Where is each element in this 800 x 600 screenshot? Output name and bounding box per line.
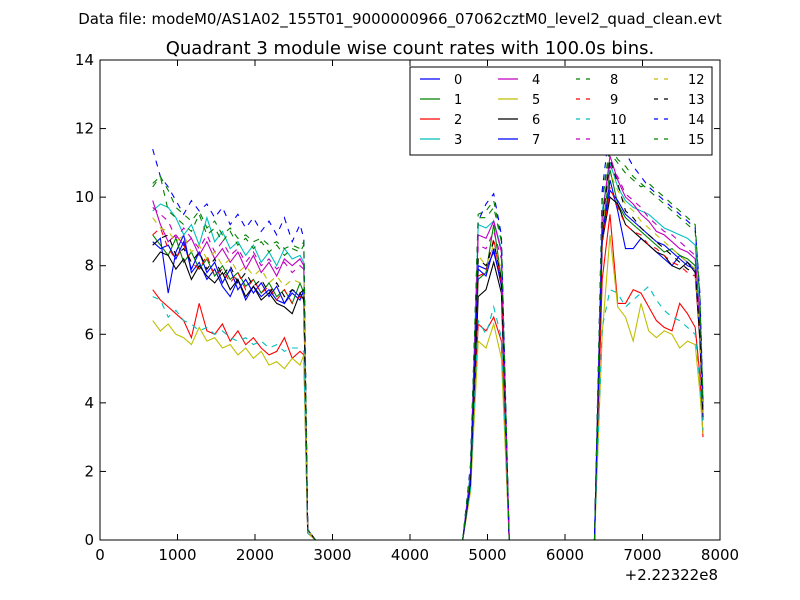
y-tick-label: 0: [84, 531, 94, 549]
series-layer: [152, 124, 704, 540]
x-offset-label: +2.22322e8: [625, 566, 718, 584]
ticks-layer: 0 1000 2000 3000 4000 5000 6000 7000 80000246810…: [75, 51, 739, 564]
legend-label-7: 7: [532, 133, 540, 148]
series-line-15: [152, 151, 704, 540]
x-tick-label: 5000: [468, 546, 506, 564]
legend-label-0: 0: [454, 73, 462, 88]
legend-label-3: 3: [454, 133, 462, 148]
legend-label-11: 11: [610, 133, 627, 148]
legend-label-8: 8: [610, 73, 618, 88]
legend-label-5: 5: [532, 93, 540, 108]
legend-box: [409, 66, 713, 156]
legend-label-1: 1: [454, 93, 462, 108]
y-tick-label: 2: [84, 462, 94, 480]
legend-label-9: 9: [610, 93, 618, 108]
legend-label-12: 12: [688, 73, 705, 88]
legend-label-14: 14: [688, 113, 705, 128]
y-tick-label: 4: [84, 394, 94, 412]
series-line-10: [152, 285, 704, 540]
legend-label-4: 4: [532, 73, 540, 88]
chart-title: Quadrant 3 module wise count rates with …: [166, 38, 655, 59]
chart-suptitle: Data file: modeM0/AS1A02_155T01_90000009…: [78, 10, 722, 29]
x-tick-label: 2000: [236, 546, 274, 564]
legend-label-6: 6: [532, 113, 540, 128]
y-tick-label: 12: [75, 120, 94, 138]
y-tick-label: 10: [75, 188, 94, 206]
legend-label-10: 10: [610, 113, 627, 128]
x-tick-label: 6000: [546, 546, 584, 564]
x-tick-label: 4000: [391, 546, 429, 564]
x-tick-label: 0: [95, 546, 105, 564]
series-line-13: [152, 159, 704, 540]
legend-label-2: 2: [454, 113, 462, 128]
x-tick-label: 8000: [701, 546, 739, 564]
y-tick-label: 14: [75, 51, 94, 69]
x-tick-label: 3000: [313, 546, 351, 564]
y-tick-label: 8: [84, 257, 94, 275]
legend-label-15: 15: [688, 133, 705, 148]
y-tick-label: 6: [84, 325, 94, 343]
x-tick-label: 7000: [623, 546, 661, 564]
legend-label-13: 13: [688, 93, 705, 108]
x-tick-label: 1000: [158, 546, 196, 564]
